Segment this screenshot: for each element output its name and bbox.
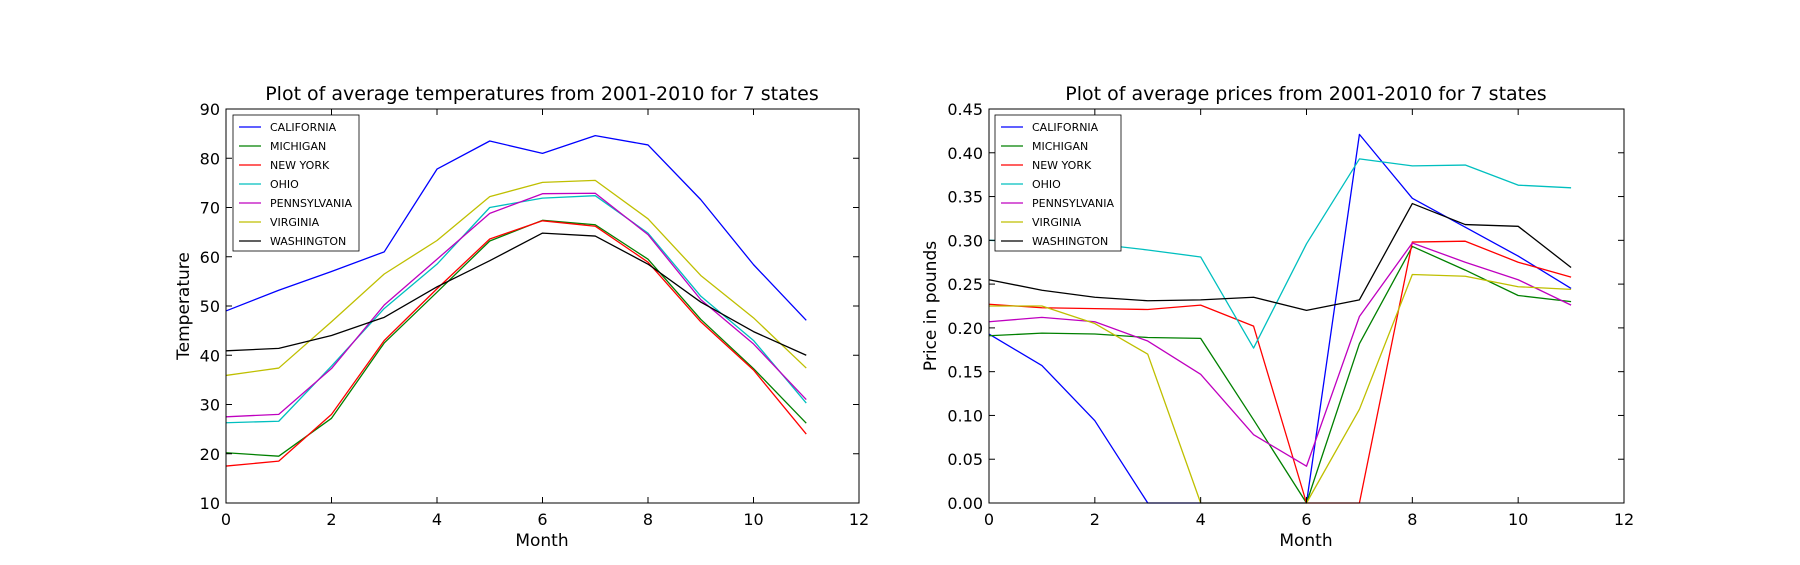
x-tick-label: 8 bbox=[643, 510, 653, 529]
legend-box bbox=[232, 114, 360, 252]
x-tick-label: 6 bbox=[537, 510, 547, 529]
legend-label: NEW YORK bbox=[270, 159, 330, 172]
y-tick-label: 0.30 bbox=[947, 231, 983, 250]
legend: CALIFORNIA MICHIGAN NEW YORK OHIO PENNSYLVAN… bbox=[232, 114, 360, 252]
x-tick-label: 10 bbox=[743, 510, 763, 529]
legend-label: VIRGINIA bbox=[1032, 216, 1082, 229]
legend-label: MICHIGAN bbox=[270, 140, 326, 153]
y-tick-label: 90 bbox=[200, 100, 220, 119]
y-tick-label: 60 bbox=[200, 248, 220, 267]
y-tick-label: 0.20 bbox=[947, 319, 983, 338]
series-line-washington bbox=[225, 232, 807, 356]
plot-frame bbox=[988, 108, 1625, 504]
legend-label: MICHIGAN bbox=[1032, 140, 1088, 153]
x-tick-label: 6 bbox=[1301, 510, 1311, 529]
x-tick-label: 0 bbox=[984, 510, 994, 529]
x-axis-label: Month bbox=[1279, 531, 1332, 551]
series-line-ohio bbox=[225, 195, 807, 424]
series-line-michigan bbox=[988, 245, 1572, 504]
temperature-chart: Plot of average temperatures from 2001-2… bbox=[174, 83, 869, 551]
price-chart: Plot of average prices from 2001-2010 fo… bbox=[921, 83, 1634, 551]
legend: CALIFORNIA MICHIGAN NEW YORK OHIO PENNSYLVAN… bbox=[994, 114, 1122, 252]
x-tick-label: 8 bbox=[1407, 510, 1417, 529]
x-tick-label: 2 bbox=[326, 510, 336, 529]
y-tick-label: 0.45 bbox=[947, 100, 983, 119]
legend-label: PENNSYLVANIA bbox=[1032, 197, 1114, 210]
x-tick-label: 12 bbox=[1614, 510, 1634, 529]
series-line-virginia bbox=[225, 179, 807, 377]
legend-label: WASHINGTON bbox=[270, 235, 346, 248]
y-tick-label: 0.10 bbox=[947, 406, 983, 425]
legend-label: OHIO bbox=[1032, 178, 1061, 191]
x-tick-label: 2 bbox=[1090, 510, 1100, 529]
y-tick-label: 20 bbox=[200, 445, 220, 464]
y-tick-label: 0.35 bbox=[947, 188, 983, 207]
series-line-new-york bbox=[988, 240, 1572, 504]
x-axis-label: Month bbox=[515, 531, 568, 551]
legend-label: VIRGINIA bbox=[270, 216, 320, 229]
y-tick-label: 0.00 bbox=[947, 494, 983, 513]
chart-title: Plot of average temperatures from 2001-2… bbox=[265, 83, 819, 105]
y-tick-label: 30 bbox=[200, 396, 220, 415]
y-tick-label: 0.25 bbox=[947, 275, 983, 294]
legend-label: OHIO bbox=[270, 178, 299, 191]
y-tick-label: 40 bbox=[200, 346, 220, 365]
y-axis-label: Price in pounds bbox=[921, 241, 941, 371]
y-tick-label: 0.15 bbox=[947, 363, 983, 382]
y-tick-label: 70 bbox=[200, 199, 220, 218]
legend-box bbox=[994, 114, 1122, 252]
y-axis-label: Temperature bbox=[174, 252, 194, 361]
series-line-new-york bbox=[225, 220, 807, 467]
y-tick-label: 0.05 bbox=[947, 450, 983, 469]
chart-title: Plot of average prices from 2001-2010 fo… bbox=[1065, 83, 1546, 105]
y-tick-label: 0.40 bbox=[947, 144, 983, 163]
legend-label: WASHINGTON bbox=[1032, 235, 1108, 248]
series-line-michigan bbox=[225, 219, 807, 457]
legend-label: CALIFORNIA bbox=[270, 121, 337, 134]
legend-label: CALIFORNIA bbox=[1032, 121, 1099, 134]
x-tick-label: 12 bbox=[849, 510, 869, 529]
y-tick-label: 50 bbox=[200, 297, 220, 316]
plot-frame bbox=[225, 108, 860, 504]
y-tick-label: 80 bbox=[200, 149, 220, 168]
y-tick-label: 10 bbox=[200, 494, 220, 513]
x-tick-label: 0 bbox=[221, 510, 231, 529]
x-tick-label: 4 bbox=[1196, 510, 1206, 529]
legend-label: PENNSYLVANIA bbox=[270, 197, 352, 210]
series-line-california bbox=[225, 134, 807, 321]
x-tick-label: 10 bbox=[1508, 510, 1528, 529]
series-line-washington bbox=[988, 202, 1572, 312]
legend-label: NEW YORK bbox=[1032, 159, 1092, 172]
x-tick-label: 4 bbox=[432, 510, 442, 529]
